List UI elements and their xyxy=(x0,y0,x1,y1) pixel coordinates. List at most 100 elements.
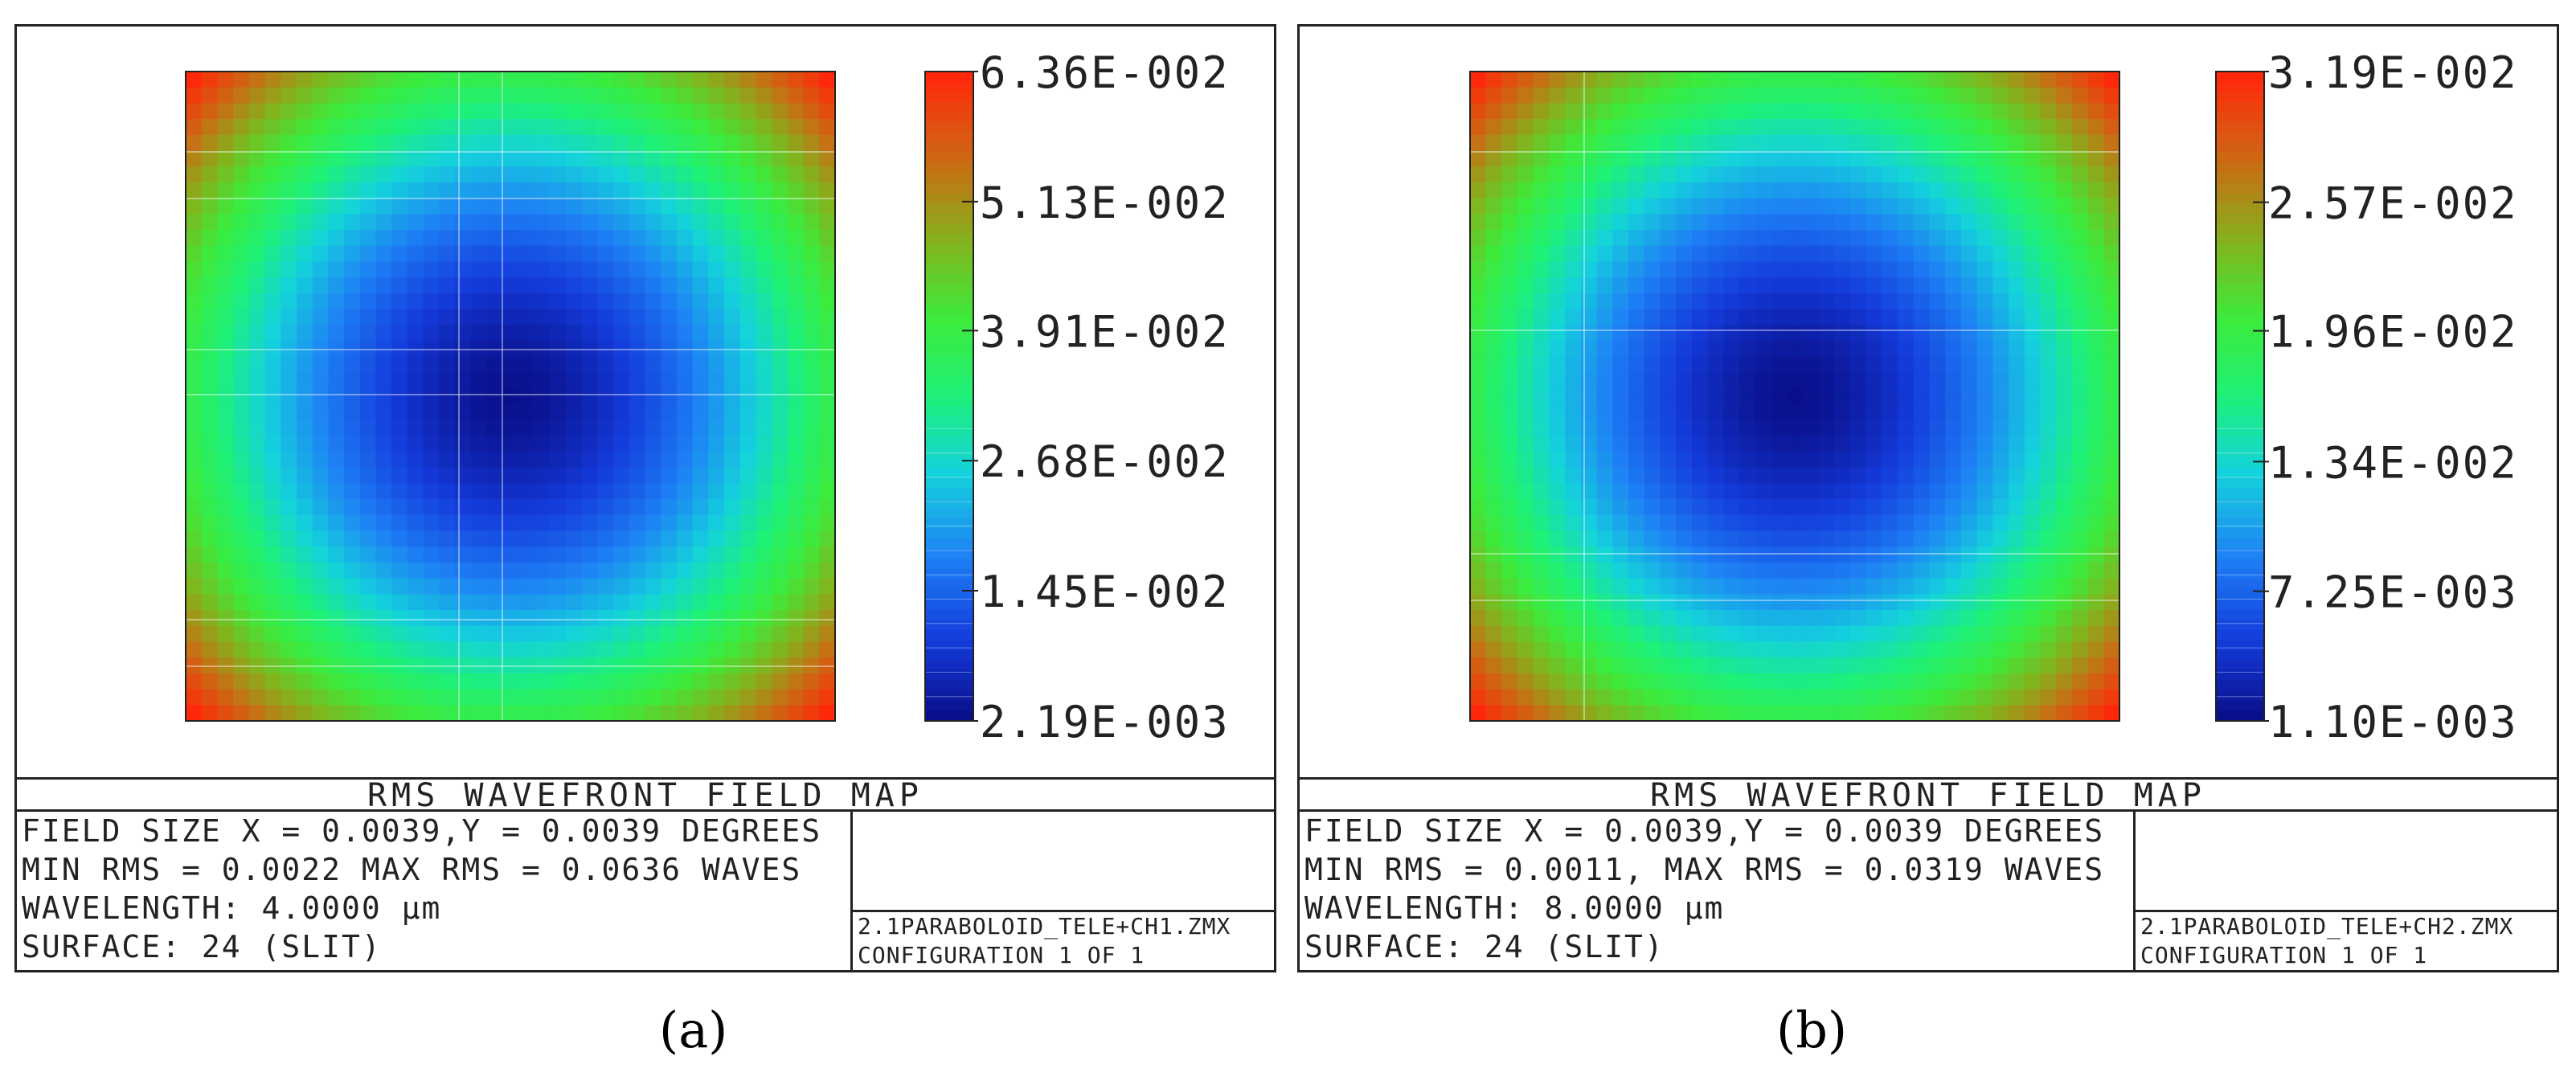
heatmap-cell xyxy=(1913,403,1931,421)
heatmap-cell xyxy=(217,293,234,310)
heatmap-cell xyxy=(645,388,661,405)
heatmap-cell xyxy=(1533,309,1550,325)
heatmap-cell xyxy=(359,261,377,278)
heatmap-cell xyxy=(1533,87,1550,104)
heatmap-cell xyxy=(1929,483,1946,500)
heatmap-cell xyxy=(217,562,234,579)
heatmap-cell xyxy=(423,547,440,563)
heatmap-cell xyxy=(1865,261,1882,278)
heatmap-cell xyxy=(281,134,297,152)
heatmap-cell xyxy=(581,293,598,310)
colorbar-step xyxy=(925,182,973,194)
heatmap-cell xyxy=(2009,625,2025,643)
heatmap-cell xyxy=(2087,403,2104,421)
heatmap-cell xyxy=(2009,610,2025,627)
heatmap-cell xyxy=(1533,103,1550,120)
heatmap-cell xyxy=(328,514,345,532)
heatmap-cell xyxy=(1628,214,1645,231)
heatmap-cell xyxy=(296,277,313,294)
colorbar-step xyxy=(925,619,973,630)
heatmap-cell xyxy=(597,356,614,374)
field-map-panel-a: 6.36E-002 5.13E-002 3.91E-002 2.68E-002 1.45… xyxy=(14,24,1276,972)
heatmap-cell xyxy=(581,103,598,120)
heatmap-cell xyxy=(2024,514,2042,532)
heatmap-cell xyxy=(1691,436,1709,452)
heatmap-cell xyxy=(359,134,377,152)
heatmap-cell xyxy=(708,87,725,104)
heatmap-cell xyxy=(248,673,266,690)
heatmap-cell xyxy=(281,610,297,627)
heatmap-cell xyxy=(2087,356,2104,374)
heatmap-cell xyxy=(423,134,440,152)
heatmap-cell xyxy=(423,72,440,88)
heatmap-cell xyxy=(1834,689,1851,706)
heatmap-cell xyxy=(1818,594,1835,611)
heatmap-cell xyxy=(2040,689,2057,706)
heatmap-cell xyxy=(1596,467,1613,484)
heatmap-cell xyxy=(328,530,345,547)
heatmap-cell xyxy=(565,562,583,579)
heatmap-cell xyxy=(201,610,219,627)
heatmap-cell xyxy=(1976,72,1993,88)
heatmap-cell xyxy=(296,372,313,389)
heatmap-cell xyxy=(296,87,313,104)
heatmap-cell xyxy=(312,499,329,516)
heatmap-cell xyxy=(1787,610,1804,627)
heatmap-cell xyxy=(613,341,630,358)
heatmap-cell xyxy=(186,182,203,199)
heatmap-cell xyxy=(423,705,440,722)
colorbar-step xyxy=(2216,426,2264,438)
heatmap-cell xyxy=(1628,499,1645,516)
heatmap-cell xyxy=(1913,245,1931,263)
heatmap-cell xyxy=(1501,166,1518,183)
heatmap-cell xyxy=(1485,483,1503,500)
heatmap-cell xyxy=(1755,134,1772,152)
heatmap-cell xyxy=(1501,530,1518,547)
heatmap-cell xyxy=(1644,182,1661,199)
heatmap-cell xyxy=(486,245,503,263)
heatmap-cell xyxy=(645,578,661,595)
heatmap-cell xyxy=(455,87,472,104)
heatmap-cell xyxy=(2103,499,2120,516)
heatmap-cell xyxy=(1549,277,1566,294)
heatmap-cell xyxy=(803,483,820,500)
heatmap-cell xyxy=(1660,245,1677,263)
heatmap-cell xyxy=(2103,325,2120,342)
heatmap-cell xyxy=(217,182,234,199)
heatmap-cell xyxy=(502,372,519,389)
heatmap-cell xyxy=(296,530,313,547)
heatmap-cell xyxy=(1913,119,1931,136)
heatmap-cell xyxy=(550,119,567,136)
heatmap-cell xyxy=(201,230,219,247)
heatmap-cell xyxy=(550,72,567,88)
heatmap-cell xyxy=(1676,388,1693,405)
colorbar-tick-label: 3.91E-002 xyxy=(980,306,1230,357)
heatmap-cell xyxy=(724,514,741,532)
heatmap-cell xyxy=(1913,673,1931,690)
heatmap-cell xyxy=(1755,499,1772,516)
heatmap-cell xyxy=(613,261,630,278)
heatmap-cell xyxy=(787,451,805,469)
heatmap-cell xyxy=(597,150,614,167)
heatmap-cell xyxy=(312,214,329,231)
heatmap-cell xyxy=(518,119,535,136)
heatmap-cell xyxy=(502,705,519,722)
heatmap-cell xyxy=(1580,277,1598,294)
heatmap-cell xyxy=(1707,103,1724,120)
heatmap-cell xyxy=(1691,610,1709,627)
heatmap-cell xyxy=(359,87,377,104)
heatmap-cell xyxy=(375,150,392,167)
heatmap-cell xyxy=(1755,641,1772,658)
heatmap-cell xyxy=(1644,467,1661,484)
heatmap-cell xyxy=(1771,403,1788,421)
heatmap-cell xyxy=(439,673,456,690)
heatmap-cell xyxy=(613,325,630,342)
heatmap-cell xyxy=(756,530,772,547)
heatmap-cell xyxy=(565,625,583,643)
heatmap-cell xyxy=(296,483,313,500)
heatmap-cell xyxy=(455,530,472,547)
heatmap-cell xyxy=(772,119,788,136)
heatmap-cell xyxy=(2071,150,2089,167)
heatmap-cell xyxy=(1470,499,1487,516)
heatmap-cell xyxy=(1771,547,1788,563)
